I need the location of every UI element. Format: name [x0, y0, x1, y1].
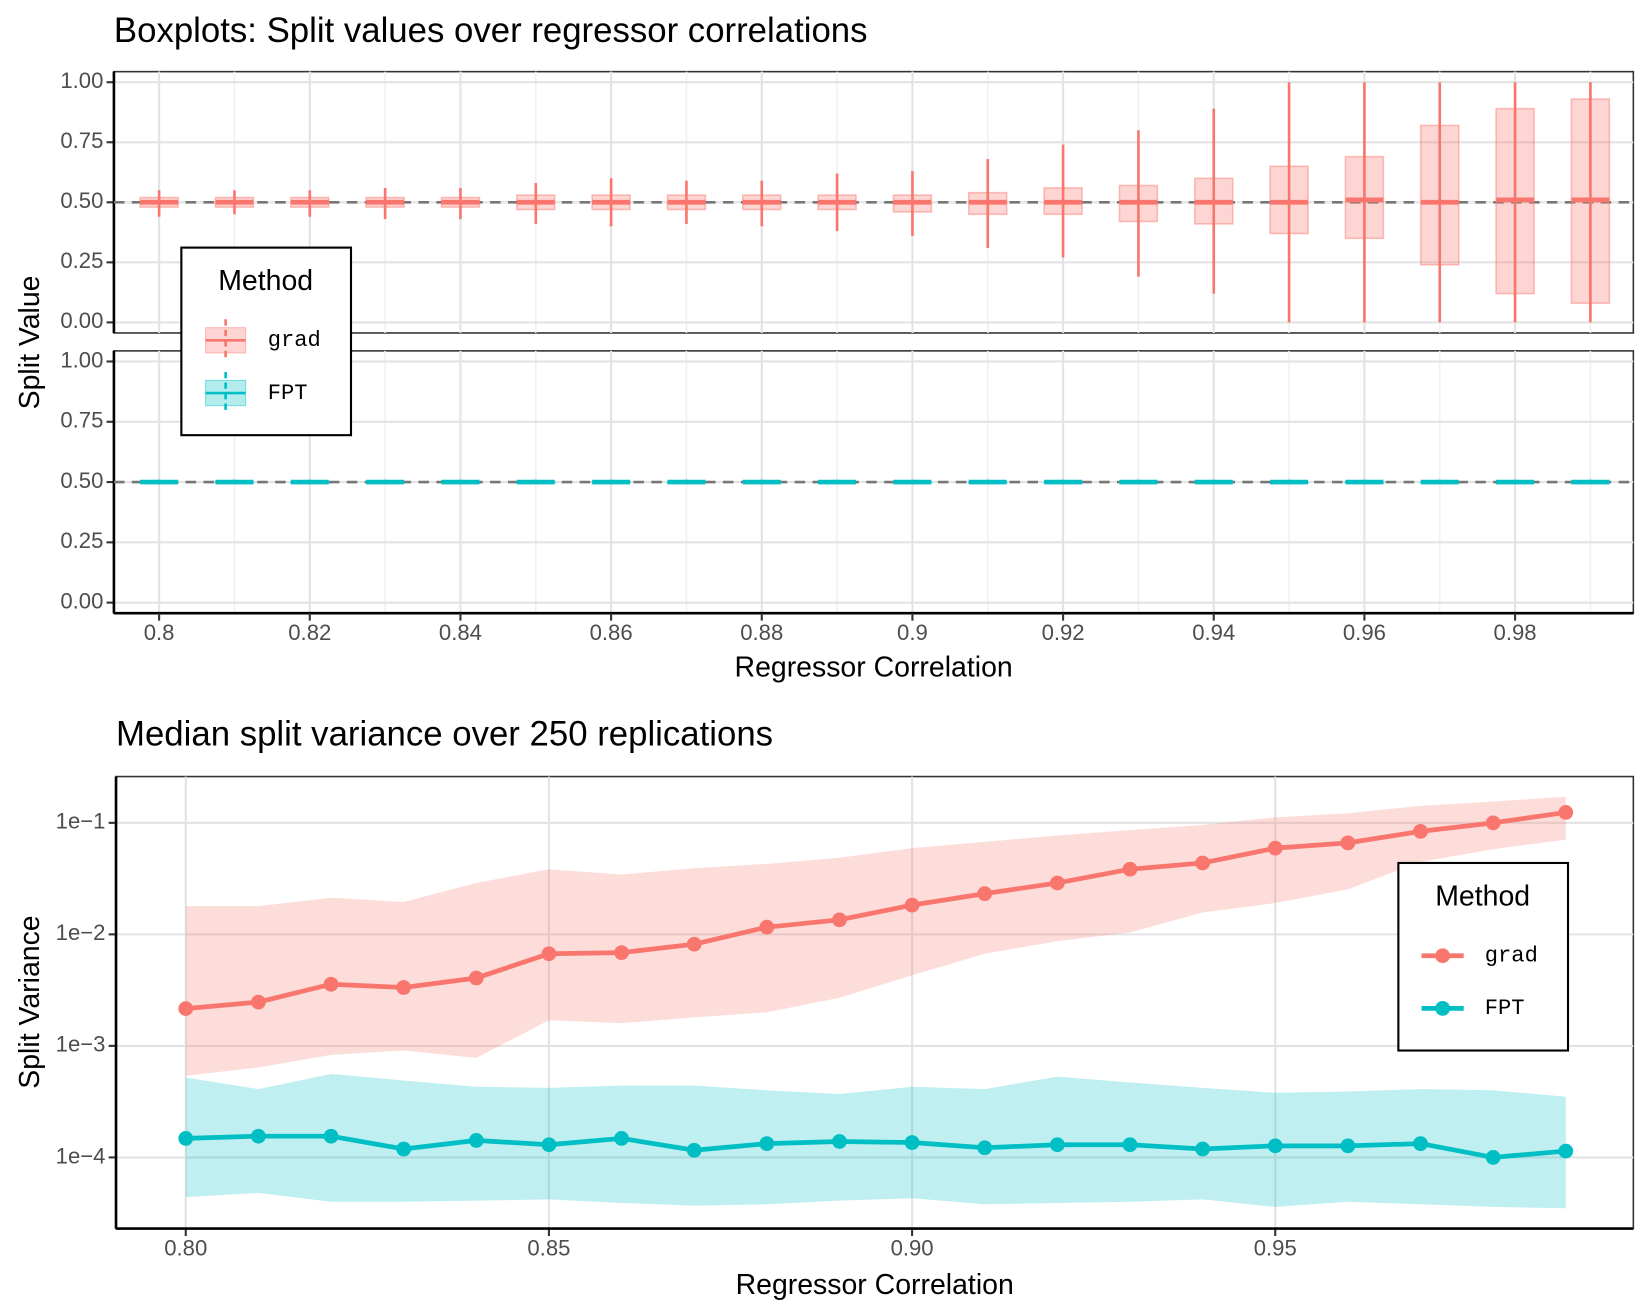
y-tick-label: 0.75 — [60, 128, 103, 153]
y-tick-label: 1e−3 — [56, 1032, 106, 1057]
y-tick-label: 0.50 — [60, 188, 103, 213]
x-tick-label: 0.95 — [1254, 1236, 1297, 1261]
y-axis-label: Split Variance — [14, 915, 46, 1088]
point — [1340, 1138, 1356, 1154]
y-tick-label: 1.00 — [60, 68, 103, 93]
legend-key-point — [1435, 1001, 1450, 1016]
y-tick-label: 0.00 — [60, 308, 103, 333]
point — [178, 1131, 194, 1146]
point — [1413, 1136, 1428, 1151]
point — [686, 1142, 702, 1158]
x-axis-label: Regressor Correlation — [736, 1269, 1014, 1301]
x-tick-label: 0.88 — [740, 620, 783, 645]
x-tick-label: 0.94 — [1192, 620, 1235, 645]
panel — [115, 775, 1635, 1230]
box — [1419, 124, 1460, 266]
y-tick-label: 0.25 — [60, 528, 103, 553]
point — [468, 1133, 484, 1148]
y-tick-label: 0.50 — [60, 468, 103, 493]
point — [977, 1140, 993, 1156]
y-tick-label: 0.75 — [60, 408, 103, 433]
point — [1413, 823, 1428, 839]
legend-title: Method — [218, 265, 313, 297]
point — [1195, 855, 1210, 871]
point — [178, 1001, 194, 1016]
point — [614, 1131, 629, 1146]
point — [396, 980, 412, 995]
x-tick-label: 0.90 — [891, 1236, 934, 1261]
point — [1485, 815, 1501, 831]
point — [541, 946, 557, 962]
x-tick-label: 0.9 — [897, 620, 928, 645]
y-tick-label: 0.00 — [60, 588, 103, 613]
point — [1340, 835, 1356, 851]
x-tick-label: 0.92 — [1042, 620, 1085, 645]
point — [759, 1136, 775, 1151]
y-axis-label: Split Value — [14, 276, 46, 410]
point — [396, 1141, 412, 1157]
point — [1122, 861, 1138, 877]
legend-label: FPT — [268, 381, 308, 406]
legend-title: Method — [1435, 880, 1530, 912]
legend-label: FPT — [1485, 996, 1525, 1021]
point — [1049, 1137, 1065, 1153]
x-tick-label: 0.82 — [288, 620, 331, 645]
x-tick-label: 0.86 — [590, 620, 633, 645]
point — [686, 936, 702, 952]
point — [1267, 840, 1283, 856]
legend-label: grad — [1485, 944, 1538, 969]
point — [468, 970, 484, 986]
x-tick-label: 0.98 — [1494, 620, 1537, 645]
box — [1269, 165, 1309, 235]
x-tick-label: 0.80 — [164, 1236, 207, 1261]
ribbon — [185, 796, 1566, 1076]
y-tick-label: 1e−2 — [56, 920, 106, 945]
y-tick-label: 0.25 — [60, 248, 103, 273]
point — [1267, 1138, 1283, 1154]
point — [541, 1137, 557, 1153]
point — [977, 886, 993, 901]
point — [251, 994, 266, 1010]
line — [185, 810, 1567, 1011]
y-tick-label: 1e−1 — [56, 809, 106, 834]
x-tick-label: 0.85 — [527, 1236, 570, 1261]
point — [759, 919, 775, 935]
point — [614, 945, 629, 960]
x-axis-label: Regressor Correlation — [735, 652, 1013, 684]
point — [1122, 1137, 1138, 1153]
point — [832, 1134, 847, 1149]
point — [1195, 1141, 1210, 1157]
legend-label: grad — [268, 328, 321, 353]
point — [904, 1135, 920, 1150]
chart-title: Boxplots: Split values over regressor co… — [114, 12, 868, 50]
point — [323, 1128, 339, 1144]
x-tick-label: 0.8 — [144, 620, 175, 645]
point — [1558, 805, 1574, 820]
x-tick-label: 0.84 — [439, 620, 482, 645]
point — [251, 1128, 266, 1144]
point — [904, 897, 920, 913]
x-tick-label: 0.96 — [1343, 620, 1386, 645]
chart-title: Median split variance over 250 replicati… — [116, 716, 773, 754]
point — [1049, 875, 1065, 891]
point — [1558, 1143, 1574, 1159]
point — [323, 976, 339, 992]
legend-key-point — [1435, 948, 1450, 964]
point — [1485, 1150, 1501, 1165]
y-tick-label: 1e−4 — [56, 1143, 106, 1168]
line — [185, 1133, 1566, 1160]
box — [1344, 155, 1385, 240]
y-tick-label: 1.00 — [60, 347, 103, 372]
point — [832, 912, 847, 928]
